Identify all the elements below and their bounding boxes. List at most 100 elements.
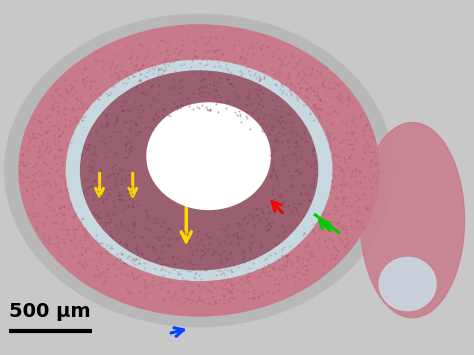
Point [106, 191, 113, 197]
Point [120, 260, 128, 266]
Point [259, 115, 267, 120]
Point [160, 295, 168, 300]
Point [300, 271, 307, 277]
Point [149, 282, 156, 288]
Point [137, 234, 145, 239]
Point [136, 272, 144, 278]
Point [148, 65, 156, 71]
Point [208, 56, 215, 62]
Point [140, 260, 147, 266]
Point [308, 84, 316, 90]
Point [303, 160, 310, 166]
Point [224, 279, 232, 285]
Point [229, 283, 237, 288]
Point [136, 289, 144, 294]
Point [139, 234, 147, 240]
Point [56, 132, 64, 138]
Point [133, 247, 141, 252]
Point [161, 61, 168, 67]
Point [46, 182, 54, 188]
Point [53, 182, 60, 188]
Point [283, 277, 291, 282]
Point [46, 192, 54, 197]
Point [240, 255, 248, 260]
Point [258, 125, 266, 131]
Point [136, 71, 143, 77]
Point [338, 223, 346, 229]
Point [284, 202, 292, 208]
Point [287, 92, 295, 98]
Point [271, 250, 279, 256]
Point [111, 182, 118, 188]
Point [64, 231, 72, 237]
Point [132, 246, 140, 251]
Point [110, 83, 118, 89]
Point [338, 120, 346, 125]
Point [121, 271, 129, 277]
Point [201, 250, 209, 255]
Point [55, 147, 63, 153]
Point [103, 214, 111, 219]
Point [204, 48, 211, 53]
Point [277, 70, 284, 75]
Point [115, 193, 123, 198]
Point [301, 191, 309, 196]
Point [122, 134, 130, 140]
Point [331, 162, 339, 167]
Point [219, 292, 227, 297]
Point [131, 262, 138, 267]
Point [184, 35, 191, 40]
Point [229, 83, 237, 89]
Point [270, 163, 278, 168]
Point [276, 194, 283, 200]
Point [133, 275, 141, 281]
Point [249, 287, 256, 293]
Point [87, 241, 94, 246]
Point [303, 65, 311, 71]
Point [199, 299, 207, 305]
Point [77, 100, 84, 105]
Point [310, 88, 318, 94]
Point [345, 136, 352, 142]
Point [330, 219, 337, 225]
Point [82, 114, 89, 119]
Point [320, 223, 328, 229]
Point [315, 244, 323, 250]
Point [103, 122, 111, 127]
Point [245, 68, 253, 73]
Point [131, 257, 139, 263]
Point [236, 68, 244, 74]
Point [237, 72, 245, 78]
Point [302, 86, 310, 92]
Point [340, 194, 347, 200]
Point [147, 83, 155, 88]
Point [273, 198, 281, 204]
Point [51, 220, 59, 226]
Point [236, 279, 243, 284]
Point [166, 279, 174, 284]
Point [53, 161, 60, 166]
Point [45, 113, 53, 119]
Point [91, 78, 99, 83]
Point [337, 213, 345, 218]
Point [259, 266, 266, 272]
Point [335, 172, 342, 178]
Point [165, 269, 173, 275]
Point [360, 174, 368, 180]
Point [124, 188, 132, 193]
Point [365, 142, 373, 148]
Point [133, 55, 140, 60]
Point [322, 131, 330, 137]
Point [69, 224, 77, 230]
Point [299, 76, 306, 81]
Point [279, 88, 287, 94]
Point [106, 147, 114, 153]
Point [319, 218, 327, 224]
Point [102, 112, 109, 118]
Point [272, 108, 280, 113]
Point [60, 204, 68, 210]
Point [27, 136, 34, 142]
Point [177, 301, 184, 307]
Point [157, 65, 164, 71]
Point [181, 299, 188, 305]
